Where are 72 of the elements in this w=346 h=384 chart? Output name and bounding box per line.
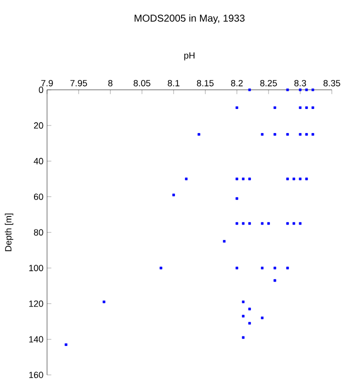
- point: [242, 336, 245, 339]
- point: [286, 222, 289, 225]
- y-tick-label: 100: [29, 264, 44, 272]
- point: [305, 106, 308, 109]
- point: [248, 88, 251, 92]
- point: [298, 88, 302, 92]
- point: [242, 300, 245, 304]
- point: [184, 178, 188, 180]
- point: [198, 133, 200, 136]
- point: [160, 266, 162, 270]
- point: [236, 222, 238, 225]
- point: [242, 178, 245, 180]
- y-tick-label: 160: [29, 372, 44, 378]
- y-tick-label: 0: [38, 86, 44, 94]
- point: [305, 133, 308, 136]
- point: [298, 106, 302, 109]
- point: [274, 106, 276, 109]
- point: [298, 178, 302, 180]
- point: [312, 88, 314, 92]
- point: [64, 343, 68, 346]
- point: [292, 222, 296, 225]
- x-tick-label: 8.25: [260, 80, 277, 86]
- point: [236, 197, 238, 200]
- point: [286, 178, 289, 180]
- point: [286, 266, 289, 270]
- x-tick-label: 7.9: [41, 80, 53, 86]
- point: [292, 178, 296, 180]
- x-tick-label: 8.15: [196, 80, 214, 86]
- y-tick-label: 140: [29, 336, 44, 342]
- point: [248, 178, 251, 180]
- point: [236, 106, 238, 109]
- point: [286, 88, 289, 92]
- point: [305, 178, 308, 180]
- point: [242, 222, 245, 225]
- point: [236, 178, 238, 180]
- y-tick-label: 80: [34, 229, 44, 236]
- y-tick-label: 20: [34, 122, 44, 129]
- point: [305, 88, 308, 92]
- point: [172, 194, 175, 196]
- y-tick-label: 60: [34, 194, 44, 200]
- x-tick-label: 7.95: [70, 80, 88, 86]
- point: [274, 279, 276, 282]
- point: [286, 133, 289, 136]
- x-tick-label: 8.35: [324, 80, 340, 86]
- point: [248, 308, 251, 310]
- point: [260, 316, 264, 320]
- point: [274, 266, 276, 270]
- point: [222, 240, 226, 243]
- point: [267, 222, 270, 225]
- point: [298, 222, 302, 225]
- point: [274, 133, 276, 136]
- point: [248, 322, 251, 325]
- x-axis-title: pH: [184, 52, 194, 60]
- chart-title: MODS2005 in May, 1933: [134, 14, 245, 24]
- point: [312, 106, 314, 109]
- point: [298, 133, 302, 136]
- y-tick-label: 40: [34, 158, 44, 164]
- x-tick-label: 8.3: [294, 80, 306, 86]
- x-tick-label: 8.1: [168, 80, 180, 86]
- point: [312, 133, 314, 136]
- point: [102, 300, 106, 304]
- point: [248, 222, 251, 225]
- point: [260, 222, 264, 225]
- point: [236, 266, 238, 270]
- x-tick-label: 8: [108, 80, 112, 86]
- point: [242, 314, 245, 318]
- y-tick-label: 120: [29, 300, 44, 307]
- y-axis-title: Depth [m]: [4, 214, 14, 252]
- x-tick-label: 8.2: [231, 80, 243, 86]
- x-tick-label: 8.05: [134, 80, 150, 86]
- point: [260, 266, 264, 270]
- point: [260, 133, 264, 136]
